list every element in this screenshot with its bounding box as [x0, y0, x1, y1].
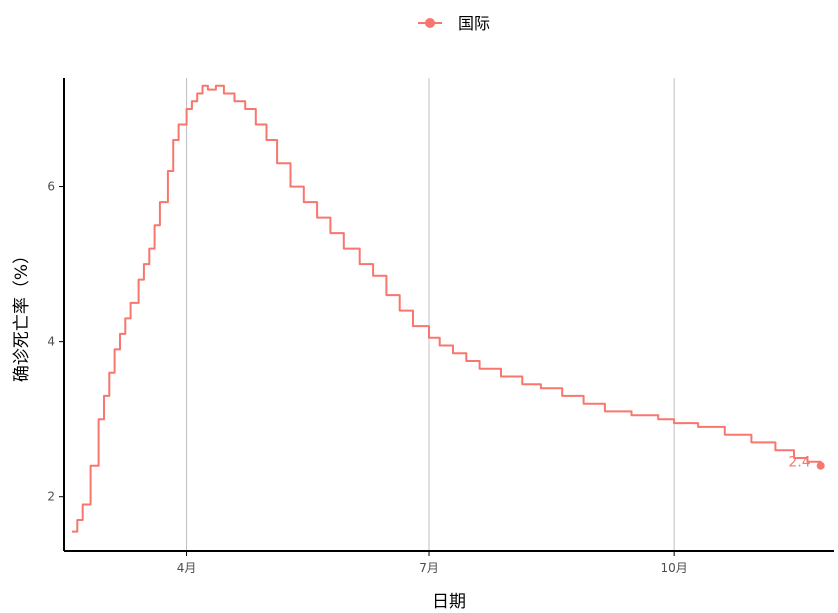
y-tick-label: 4	[47, 335, 55, 349]
axes	[59, 78, 834, 556]
x-tick-label: 7月	[419, 561, 439, 575]
legend: 国际	[418, 14, 490, 33]
x-tick-label: 10月	[660, 561, 687, 575]
x-axis-title: 日期	[432, 592, 466, 612]
legend-label: 国际	[458, 14, 490, 33]
x-tick-label: 4月	[177, 561, 197, 575]
y-tick-label: 2	[47, 490, 55, 504]
y-axis-title: 确诊死亡率（%）	[12, 247, 32, 382]
data-label: 2.4	[788, 455, 810, 471]
y-tick-label: 6	[47, 180, 55, 194]
legend-key-marker	[425, 18, 435, 28]
series-line-0	[72, 84, 822, 533]
labels: 4月 7月 10月 2 4 6 日期 确诊死亡率（%） 2.4	[12, 180, 811, 612]
series-layer	[72, 84, 825, 533]
series-end-point	[816, 461, 825, 470]
gridlines	[186, 78, 675, 551]
